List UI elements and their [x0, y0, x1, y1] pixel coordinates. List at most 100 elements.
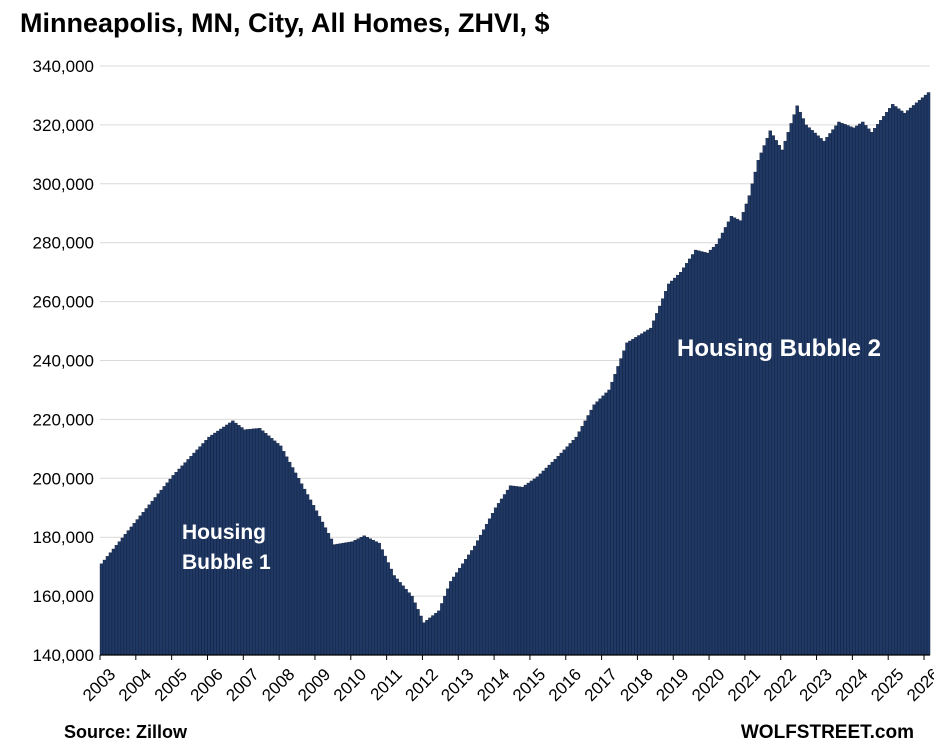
y-tick-label: 240,000: [33, 352, 94, 371]
x-tick-label: 2006: [187, 665, 227, 705]
bar: [201, 443, 205, 656]
bar: [508, 485, 513, 656]
bar: [670, 280, 674, 656]
bar: [458, 567, 462, 656]
bar: [335, 543, 340, 656]
bar: [425, 620, 429, 656]
bar: [580, 426, 584, 656]
bar: [571, 440, 575, 656]
bar: [780, 149, 784, 656]
bar: [174, 471, 178, 656]
bar: [428, 617, 432, 656]
bar: [308, 499, 313, 656]
bar: [798, 111, 802, 656]
bar: [141, 511, 146, 656]
bar: [861, 121, 865, 656]
bar: [687, 258, 692, 656]
bar: [499, 498, 504, 656]
bar: [616, 366, 620, 656]
y-tick-label: 320,000: [33, 116, 94, 135]
bar: [831, 129, 835, 656]
y-tick-label: 220,000: [33, 410, 94, 429]
bar: [753, 171, 758, 656]
bar: [467, 554, 471, 656]
x-tick-label: 2010: [330, 665, 370, 705]
bar: [729, 216, 734, 656]
y-tick-label: 300,000: [33, 175, 94, 194]
bar: [783, 140, 787, 656]
bar: [556, 456, 561, 656]
bar: [577, 431, 581, 656]
x-tick-label: 2007: [222, 665, 262, 705]
bar: [619, 358, 623, 656]
bar: [885, 112, 889, 656]
bar: [658, 305, 662, 656]
bar: [634, 337, 638, 656]
bar: [655, 313, 659, 656]
bar: [914, 102, 919, 656]
bar: [819, 138, 823, 656]
x-tick-label: 2020: [688, 665, 728, 705]
bar: [720, 232, 725, 656]
bar: [514, 486, 519, 656]
x-tick-label: 2025: [867, 665, 907, 705]
bar: [870, 132, 874, 656]
bar: [359, 537, 363, 656]
bar: [708, 249, 713, 656]
bar: [493, 507, 498, 656]
bar: [114, 545, 119, 656]
bar: [717, 238, 722, 656]
bar: [598, 398, 602, 656]
bar: [747, 195, 752, 656]
bar: [923, 94, 928, 656]
bar: [320, 521, 325, 656]
bar: [926, 92, 931, 656]
bar: [380, 549, 384, 656]
bar: [484, 523, 489, 656]
bar: [302, 488, 307, 656]
bar: [664, 291, 668, 656]
bar: [108, 552, 113, 656]
bar: [159, 489, 163, 656]
bar: [586, 415, 590, 656]
bar: [120, 537, 125, 656]
annotation-bubble1-line2: Bubble 1: [182, 551, 271, 574]
bar: [520, 486, 525, 656]
bar: [676, 274, 680, 656]
bar: [407, 592, 411, 656]
bar: [270, 438, 274, 656]
bar: [511, 485, 516, 656]
x-tick-label: 2017: [581, 665, 621, 705]
bar: [908, 107, 913, 656]
bar: [168, 478, 172, 656]
bar: [284, 456, 289, 656]
bar: [723, 227, 728, 656]
bar: [156, 493, 160, 656]
bar: [153, 497, 157, 656]
bar: [126, 530, 131, 656]
bar: [795, 105, 799, 656]
bar: [332, 544, 337, 656]
bar: [383, 555, 387, 656]
bar: [652, 320, 656, 656]
bar: [290, 467, 295, 656]
bar: [807, 127, 811, 656]
bar: [559, 452, 563, 656]
bar: [771, 135, 775, 656]
bar: [105, 556, 110, 656]
x-tick-label: 2023: [796, 665, 836, 705]
x-tick-label: 2003: [79, 665, 119, 705]
bar: [132, 523, 137, 656]
bar: [902, 112, 907, 656]
bar: [786, 132, 790, 656]
bar: [117, 541, 122, 656]
bar: [601, 395, 605, 656]
y-tick-label: 160,000: [33, 587, 94, 606]
bar: [144, 508, 148, 656]
bar: [443, 595, 447, 656]
bar: [523, 484, 528, 656]
bar: [891, 104, 895, 656]
bar: [792, 114, 796, 656]
credit-label: WOLFSTREET.com: [740, 722, 914, 743]
x-tick-label: 2022: [760, 665, 800, 705]
